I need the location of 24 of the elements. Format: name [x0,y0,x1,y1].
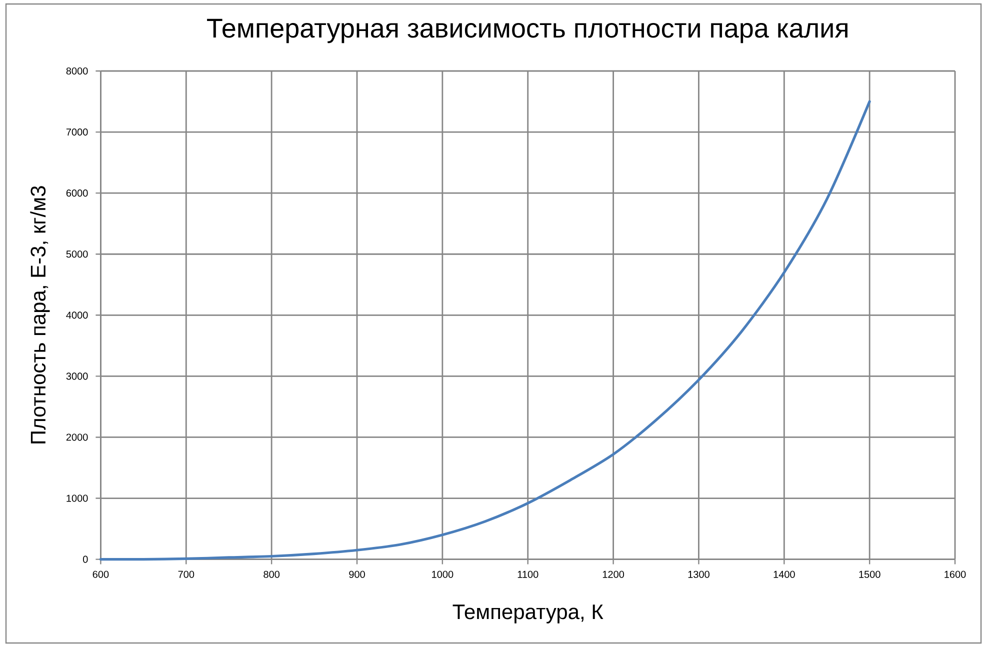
y-tick-label: 6000 [66,190,88,197]
x-axis-title: Температура, К [452,604,604,624]
y-tick-label: 4000 [66,312,88,319]
x-tick-label: 900 [349,570,365,578]
x-tick-label: 1400 [774,570,795,578]
x-tick-label: 1500 [859,570,880,578]
x-tick-label: 1300 [688,570,710,578]
chart-title: Температурная зависимость плотности пара калия [207,18,848,44]
line-series [99,100,871,561]
y-tick-label: 0 [83,556,88,563]
x-tick-label: 1600 [944,570,966,578]
x-tick-label: 1000 [432,570,454,578]
y-axis-title: Плотность пара, Е-3, кг/м3 [30,186,50,444]
y-tick-label: 8000 [66,67,88,75]
x-tick-label: 1100 [518,570,538,578]
y-tick-label: 2000 [66,434,88,441]
y-tick-label: 5000 [66,250,88,258]
y-tick-label: 3000 [66,372,88,380]
x-tick-label: 800 [264,570,280,578]
y-tick-label: 1000 [66,494,88,502]
x-tick-label: 600 [92,570,109,578]
y-tick-label: 7000 [66,128,88,136]
x-tick-label: 1200 [602,570,624,578]
x-tick-label: 700 [178,570,194,578]
